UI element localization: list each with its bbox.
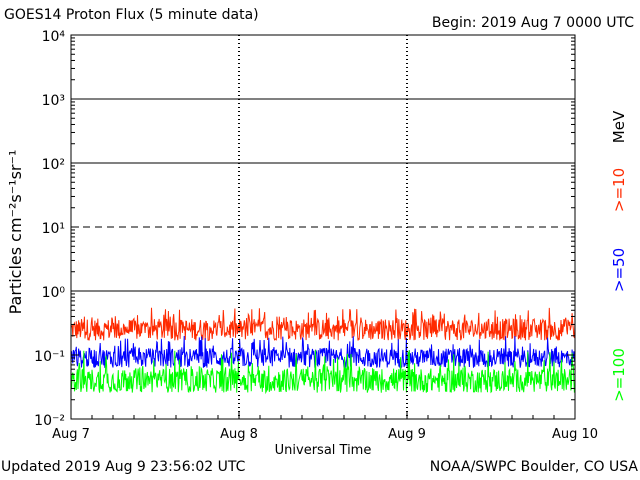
y-tick-label-2: 10⁰ — [42, 285, 66, 301]
chart-title: GOES14 Proton Flux (5 minute data) — [4, 7, 259, 23]
updated-timestamp: Updated 2019 Aug 9 23:56:02 UTC — [1, 459, 246, 475]
series-line-0 — [70, 307, 576, 342]
begin-date: Begin: 2019 Aug 7 0000 UTC — [431, 15, 634, 31]
series-line-2 — [70, 349, 576, 395]
series-line-1 — [70, 335, 576, 369]
x-tick-label-2: Aug 9 — [388, 427, 426, 442]
y-axis-label: Particles cm⁻²s⁻¹sr⁻¹ — [6, 150, 25, 315]
legend-series-0: >=10 — [610, 168, 628, 212]
legend-series-1: >=50 — [610, 248, 628, 292]
y-tick-label-5: 10³ — [42, 93, 65, 109]
y-tick-label-6: 10⁴ — [42, 29, 66, 45]
unit-label: MeV — [610, 110, 628, 143]
y-tick-label-3: 10¹ — [42, 221, 65, 237]
y-tick-label-1: 10⁻¹ — [34, 349, 65, 365]
x-axis-label: Universal Time — [275, 443, 372, 458]
y-tick-label-0: 10⁻² — [34, 413, 65, 429]
x-tick-label-1: Aug 8 — [220, 427, 258, 442]
x-tick-label-0: Aug 7 — [52, 427, 90, 442]
x-tick-label-3: Aug 10 — [552, 427, 598, 442]
credit: NOAA/SWPC Boulder, CO USA — [429, 459, 638, 475]
legend-series-2: >=100 — [610, 348, 628, 402]
y-tick-label-4: 10² — [42, 157, 65, 173]
